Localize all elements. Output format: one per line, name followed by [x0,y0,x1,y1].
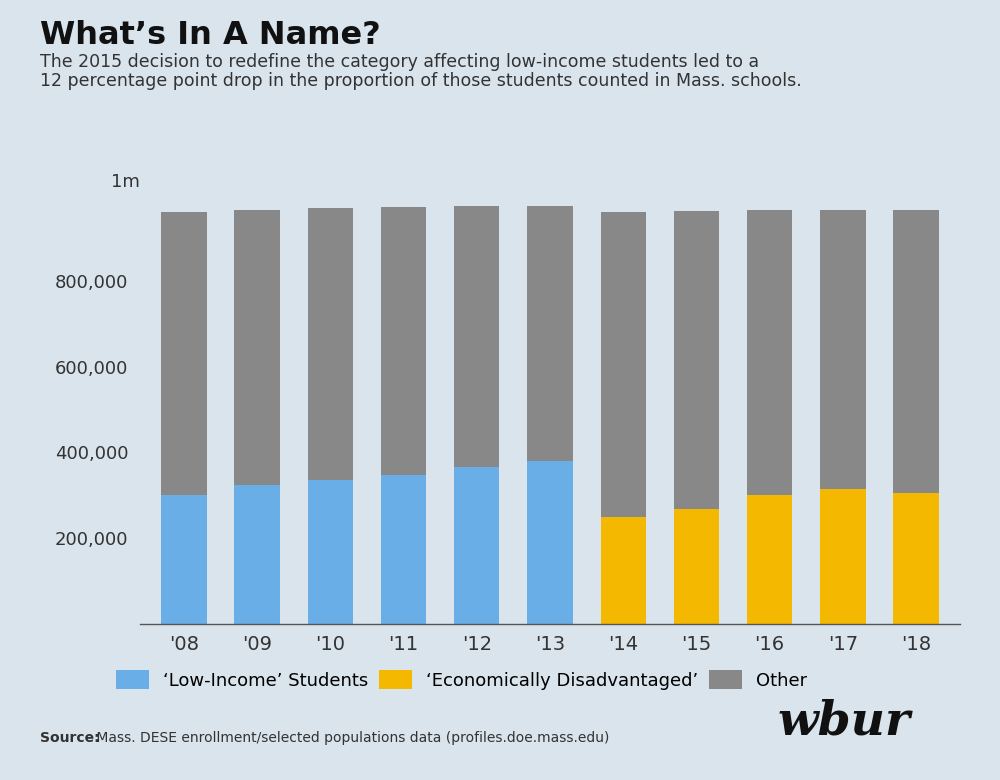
Bar [893,210,939,493]
Bar [601,516,646,624]
Bar [381,475,426,624]
Bar [234,484,280,624]
Text: What’s In A Name?: What’s In A Name? [40,20,381,51]
Bar [161,495,207,624]
Text: 1m: 1m [111,172,140,191]
Bar [527,461,573,624]
Bar [454,467,499,624]
Text: Source:: Source: [40,731,100,745]
Text: The 2015 decision to redefine the category affecting low-income students led to : The 2015 decision to redefine the catego… [40,53,759,71]
Text: Mass. DESE enrollment/selected populations data (profiles.doe.mass.edu): Mass. DESE enrollment/selected populatio… [92,731,609,745]
Bar [893,493,939,624]
Bar [601,212,646,516]
Bar [308,208,353,480]
Legend: ‘Low-Income’ Students, ‘Economically Disadvantaged’, Other: ‘Low-Income’ Students, ‘Economically Dis… [109,663,815,697]
Bar [454,206,499,467]
Bar [527,206,573,461]
Bar [820,210,866,489]
Bar [234,210,280,484]
Bar [747,495,792,624]
Bar [674,211,719,509]
Bar [381,207,426,475]
Bar [820,489,866,624]
Bar [674,509,719,624]
Bar [308,480,353,624]
Bar [747,210,792,495]
Text: wbur: wbur [777,699,910,745]
Text: 12 percentage point drop in the proportion of those students counted in Mass. sc: 12 percentage point drop in the proporti… [40,72,802,90]
Bar [161,212,207,495]
